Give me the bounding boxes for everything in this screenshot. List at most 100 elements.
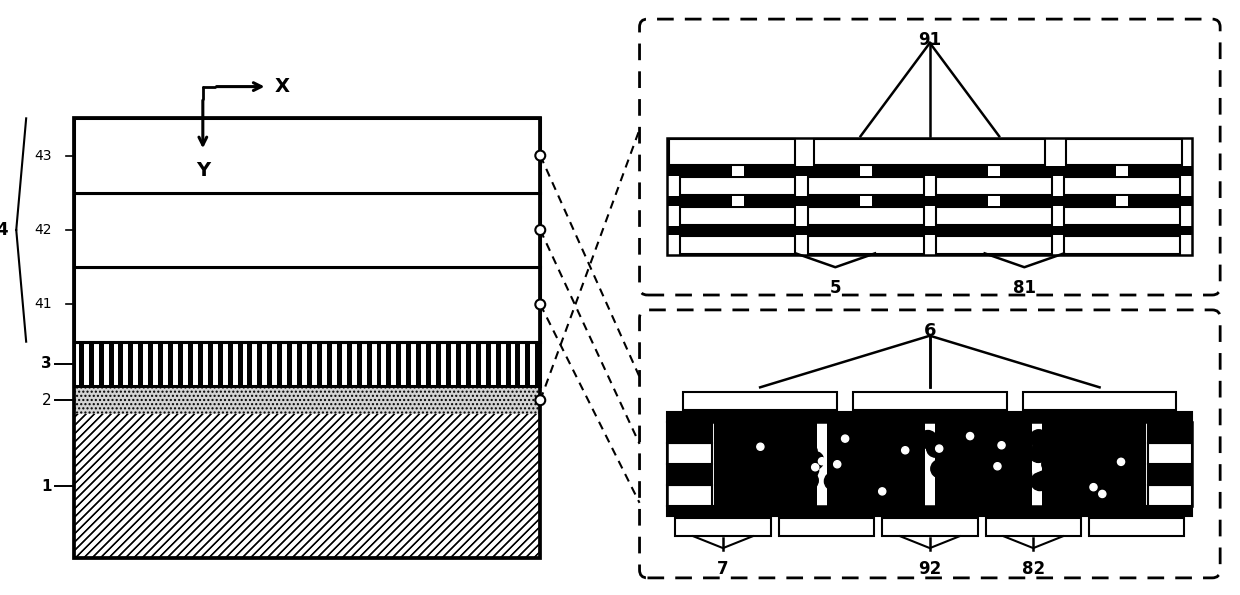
Circle shape	[794, 439, 811, 456]
Bar	[732, 196, 744, 206]
Circle shape	[818, 458, 826, 465]
Bar	[1148, 422, 1193, 443]
Circle shape	[739, 482, 758, 500]
Bar	[382, 342, 387, 386]
Circle shape	[1109, 442, 1127, 460]
Circle shape	[1014, 466, 1032, 484]
Bar	[808, 236, 924, 254]
Bar	[203, 342, 208, 386]
Bar	[352, 342, 357, 386]
Bar	[139, 342, 144, 386]
Circle shape	[1109, 461, 1127, 478]
Bar	[521, 342, 526, 386]
Circle shape	[966, 484, 983, 502]
Circle shape	[897, 453, 915, 471]
Bar	[94, 342, 99, 386]
Circle shape	[795, 456, 812, 474]
Bar	[1064, 236, 1179, 254]
Circle shape	[863, 468, 882, 486]
Bar	[667, 464, 712, 486]
Bar	[412, 342, 417, 386]
Bar	[74, 414, 541, 558]
Bar	[74, 342, 79, 386]
Text: 81: 81	[1013, 279, 1035, 297]
Bar	[936, 177, 1052, 195]
Bar	[670, 139, 795, 165]
Bar	[258, 342, 263, 386]
Bar	[1148, 486, 1193, 506]
Circle shape	[750, 439, 769, 457]
Bar	[159, 342, 164, 386]
Bar	[1148, 443, 1193, 464]
Circle shape	[864, 472, 882, 490]
Text: 41: 41	[35, 298, 52, 311]
Circle shape	[536, 151, 546, 161]
Bar	[74, 414, 541, 558]
Circle shape	[1029, 444, 1048, 462]
Bar	[268, 342, 273, 386]
Bar	[149, 342, 154, 386]
Bar	[308, 342, 312, 386]
Bar	[347, 342, 352, 386]
Circle shape	[1004, 457, 1022, 475]
Bar	[506, 342, 511, 386]
Bar	[337, 342, 342, 386]
Bar	[456, 342, 461, 386]
Circle shape	[1090, 484, 1097, 491]
Circle shape	[1003, 425, 1022, 443]
Circle shape	[795, 455, 812, 472]
Bar	[114, 342, 119, 386]
Bar	[218, 342, 223, 386]
Bar	[233, 342, 238, 386]
Bar	[683, 392, 837, 410]
Bar	[808, 206, 924, 224]
Circle shape	[870, 433, 889, 450]
Bar	[476, 342, 481, 386]
Bar	[109, 342, 114, 386]
Circle shape	[937, 484, 956, 502]
Circle shape	[806, 452, 823, 469]
Bar	[446, 342, 451, 386]
Circle shape	[789, 477, 807, 494]
Bar	[174, 342, 179, 386]
Bar	[164, 342, 169, 386]
Circle shape	[800, 472, 818, 490]
Circle shape	[1042, 455, 1060, 473]
Bar	[273, 342, 278, 386]
Bar	[441, 342, 446, 386]
Circle shape	[994, 431, 1013, 449]
Bar	[372, 342, 377, 386]
Bar	[134, 342, 139, 386]
Bar	[882, 518, 977, 536]
Circle shape	[536, 395, 546, 405]
Circle shape	[926, 487, 934, 494]
Bar	[667, 506, 1193, 516]
Bar	[198, 342, 203, 386]
Bar	[925, 422, 935, 506]
Bar	[667, 422, 1193, 506]
Text: 4: 4	[0, 221, 9, 239]
Bar	[526, 342, 531, 386]
Circle shape	[729, 479, 746, 497]
Text: 43: 43	[35, 149, 52, 162]
Bar	[362, 342, 367, 386]
Circle shape	[1085, 480, 1102, 497]
Bar	[936, 206, 1052, 224]
Circle shape	[919, 431, 937, 449]
Bar	[293, 342, 298, 386]
Bar	[667, 166, 1193, 176]
Bar	[1089, 518, 1184, 536]
Circle shape	[940, 486, 957, 504]
Text: Y: Y	[196, 161, 210, 180]
Circle shape	[1096, 479, 1115, 497]
Bar	[327, 342, 332, 386]
Bar	[732, 166, 744, 176]
Bar	[303, 342, 308, 386]
Circle shape	[877, 427, 894, 444]
Circle shape	[1101, 447, 1118, 465]
Circle shape	[784, 467, 801, 485]
Circle shape	[744, 441, 763, 459]
Circle shape	[825, 472, 842, 490]
Circle shape	[777, 449, 795, 466]
Circle shape	[879, 488, 885, 495]
